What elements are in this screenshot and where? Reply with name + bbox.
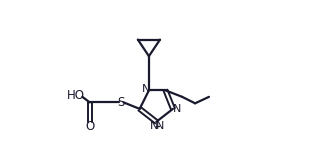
Text: O: O bbox=[85, 120, 95, 133]
Text: N: N bbox=[150, 121, 159, 131]
Text: N: N bbox=[156, 121, 165, 131]
Text: HO: HO bbox=[67, 89, 85, 102]
Text: S: S bbox=[117, 96, 125, 109]
Text: N: N bbox=[172, 104, 181, 114]
Text: N: N bbox=[141, 84, 150, 94]
